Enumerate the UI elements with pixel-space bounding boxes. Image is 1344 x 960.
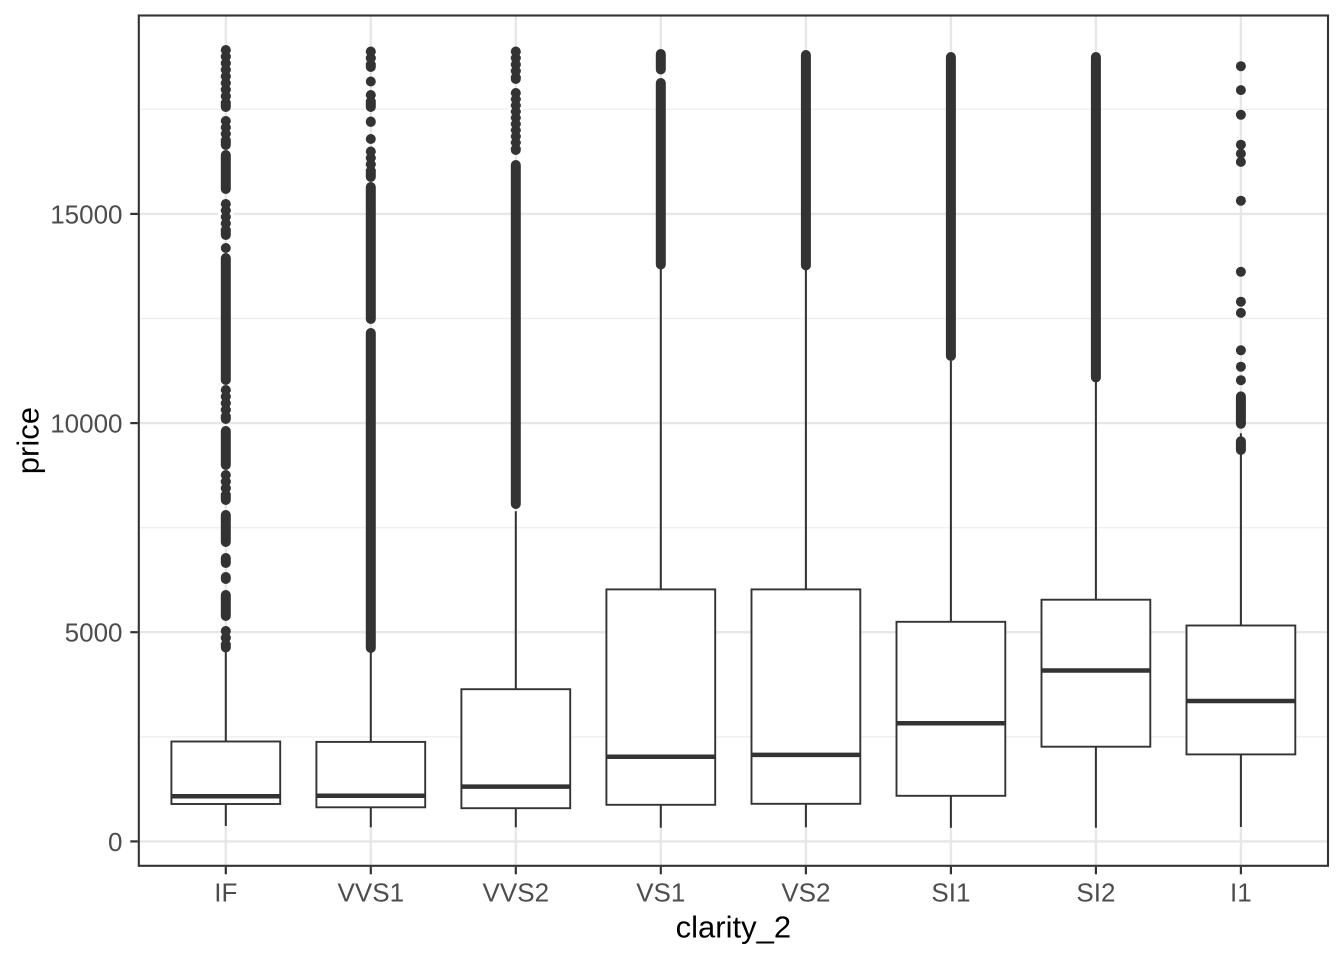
svg-text:5000: 5000 — [65, 618, 123, 648]
svg-text:IF: IF — [214, 877, 237, 907]
svg-text:VVS2: VVS2 — [483, 877, 550, 907]
svg-text:SI2: SI2 — [1076, 877, 1115, 907]
svg-text:15000: 15000 — [50, 199, 122, 229]
svg-text:VS2: VS2 — [781, 877, 830, 907]
svg-text:clarity_2: clarity_2 — [676, 910, 791, 945]
svg-text:VVS1: VVS1 — [338, 877, 405, 907]
svg-text:I1: I1 — [1230, 877, 1252, 907]
svg-text:10000: 10000 — [50, 409, 122, 439]
svg-text:VS1: VS1 — [636, 877, 685, 907]
svg-text:SI1: SI1 — [931, 877, 970, 907]
svg-text:0: 0 — [108, 827, 122, 857]
svg-text:price: price — [11, 407, 46, 474]
